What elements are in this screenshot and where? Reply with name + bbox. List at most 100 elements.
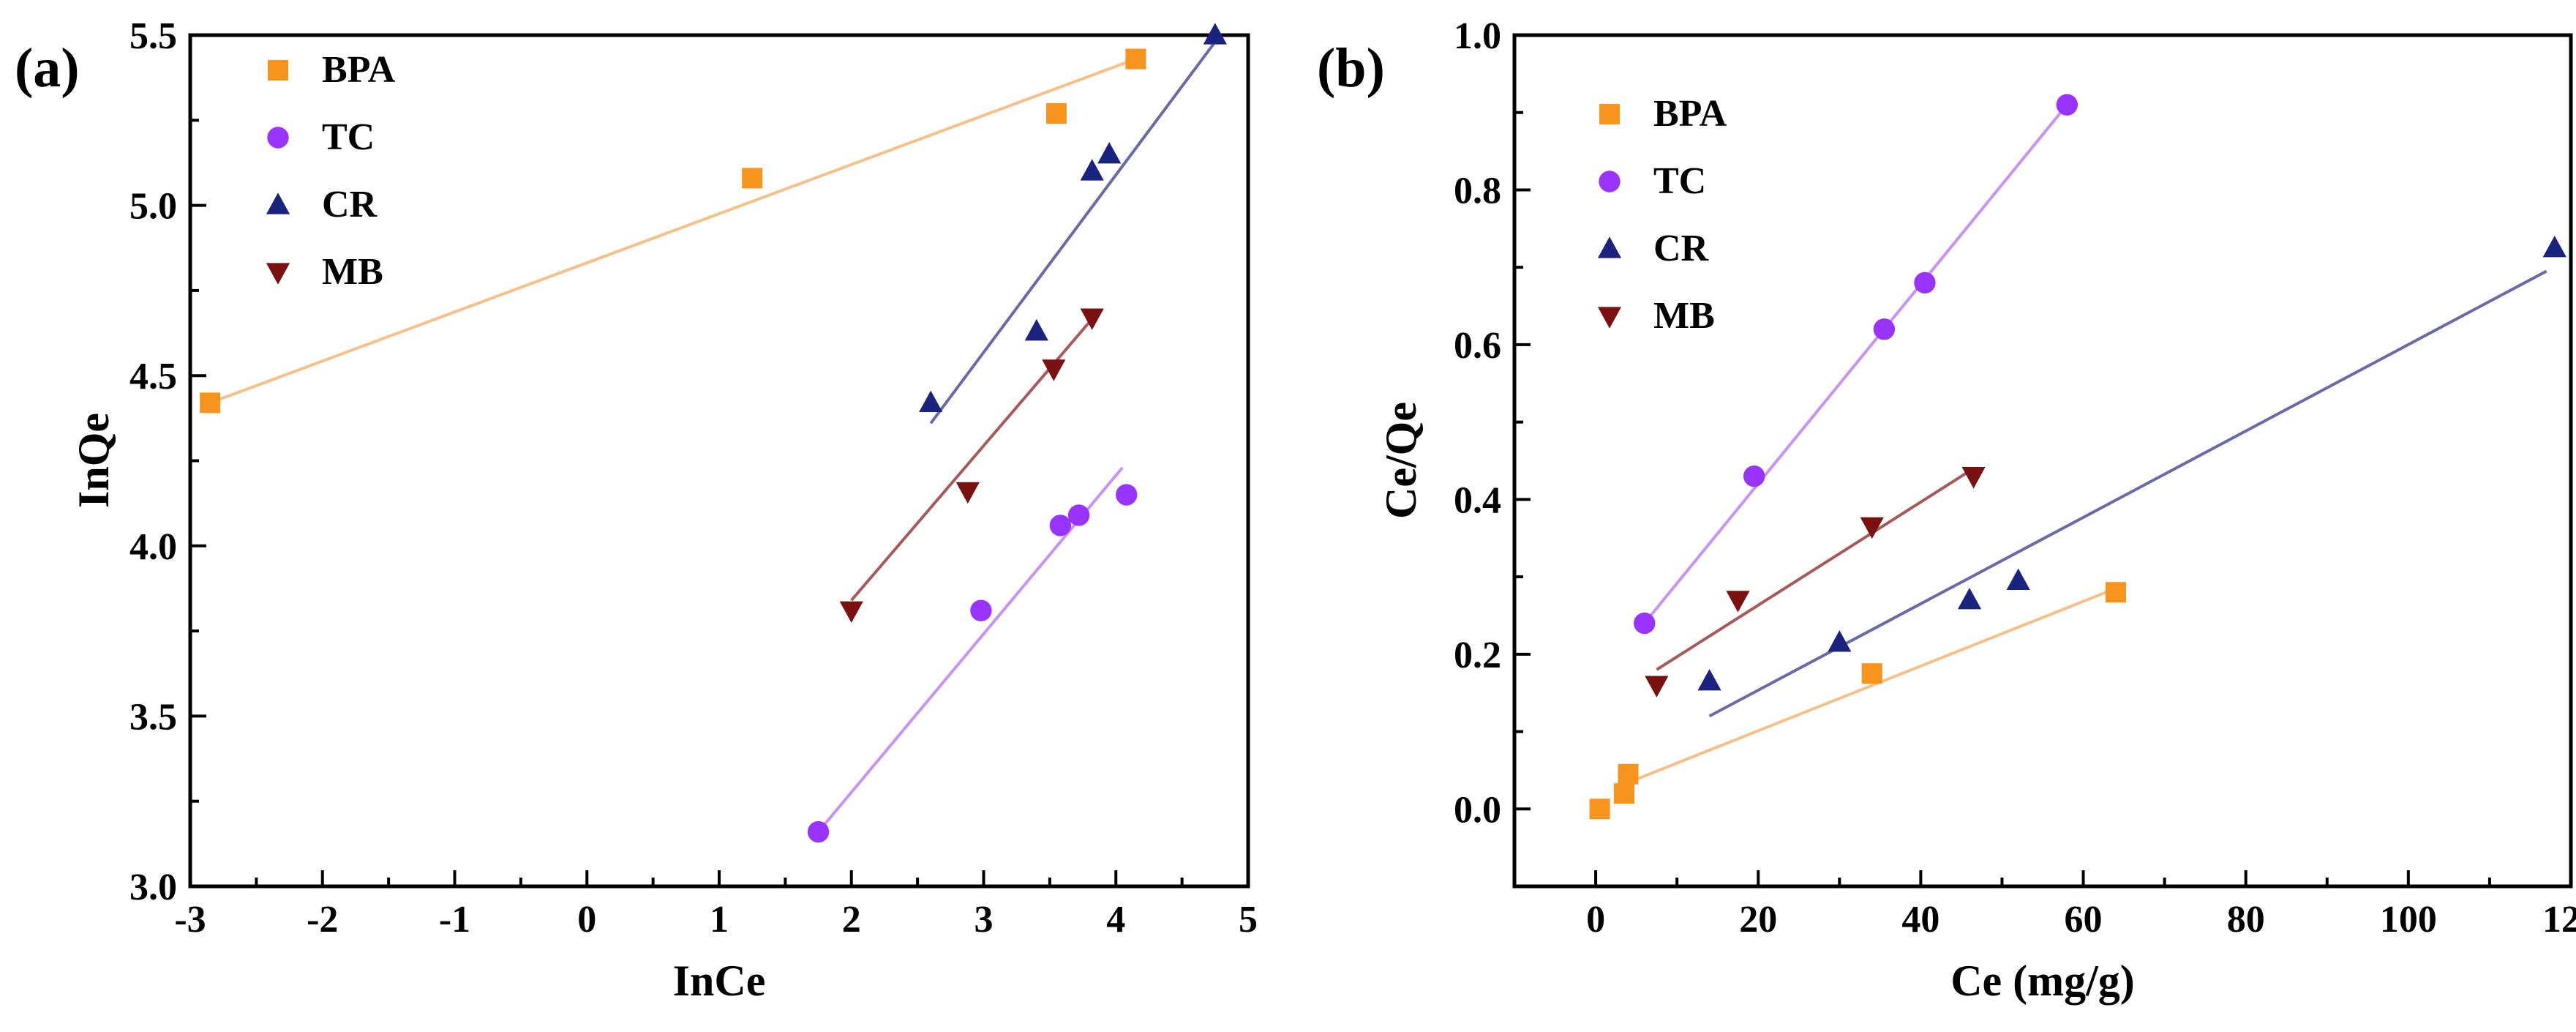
tc-fit-line bbox=[817, 466, 1124, 833]
x-tick-label: 4 bbox=[1106, 899, 1125, 941]
panel-b-plot-frame bbox=[1512, 33, 2573, 889]
mb-point bbox=[1042, 359, 1066, 381]
panel-a-y-axis-title: InQe bbox=[70, 413, 118, 508]
mb-point bbox=[1645, 676, 1669, 698]
y-tick-label: 5.0 bbox=[129, 186, 177, 228]
panel-a-fit-lines bbox=[209, 41, 1217, 833]
panel-b-x-tick-labels: 0 20 40 60 80 100 120 bbox=[1586, 899, 2576, 941]
bpa-fit-line bbox=[1619, 587, 2117, 788]
panel-a-x-tick-labels: -3 -2 -1 0 1 2 3 4 5 bbox=[174, 899, 1258, 941]
bpa-point bbox=[742, 168, 763, 189]
cr-point bbox=[1957, 588, 1982, 610]
bpa-point bbox=[1125, 48, 1146, 70]
tc-point bbox=[807, 820, 830, 843]
cr-point bbox=[1080, 159, 1104, 181]
panel-a-y-tick-labels: 3.0 3.5 4.0 4.5 5.0 5.5 bbox=[129, 15, 177, 908]
bpa-point bbox=[1613, 783, 1634, 804]
tc-point bbox=[970, 599, 992, 621]
cr-point bbox=[1203, 23, 1227, 45]
panel-b-y-tick-labels: 0.0 0.2 0.4 0.6 0.8 1.0 bbox=[1454, 15, 1501, 831]
mb-legend-marker bbox=[1597, 307, 1622, 329]
mb-point bbox=[1726, 591, 1750, 613]
tc-legend-marker bbox=[1599, 171, 1621, 192]
y-tick-label: 5.5 bbox=[129, 15, 177, 57]
panel-a-legend: BPA TC CR MB bbox=[266, 49, 396, 293]
x-tick-label: 0 bbox=[577, 899, 596, 941]
mb-fit-line bbox=[1656, 467, 1975, 671]
bpa-legend-label: BPA bbox=[322, 49, 396, 91]
bpa-legend-marker bbox=[1599, 104, 1620, 124]
panel-b-ticks bbox=[1514, 34, 2572, 886]
bpa-fit-line bbox=[209, 57, 1137, 405]
tc-point bbox=[1873, 318, 1896, 340]
tc-legend-marker bbox=[267, 127, 289, 149]
tc-point bbox=[1634, 612, 1656, 635]
cr-legend-label: CR bbox=[322, 184, 378, 225]
bpa-point bbox=[1045, 102, 1067, 124]
x-tick-label: 20 bbox=[1739, 899, 1777, 941]
x-tick-label: 100 bbox=[2380, 899, 2437, 941]
panel-b-data-points bbox=[1589, 94, 2566, 820]
tc-point bbox=[1914, 272, 1936, 294]
mb-point bbox=[955, 482, 980, 504]
bpa-point bbox=[1861, 663, 1882, 684]
cr-legend-label: CR bbox=[1653, 228, 1710, 269]
y-tick-label: 0.2 bbox=[1454, 635, 1501, 676]
panel-a-data-points bbox=[200, 23, 1227, 843]
y-tick-label: 3.5 bbox=[129, 696, 177, 738]
bpa-legend-label: BPA bbox=[1653, 93, 1727, 135]
cr-point bbox=[919, 390, 943, 413]
x-tick-label: 2 bbox=[842, 899, 861, 941]
mb-legend-label: MB bbox=[1653, 295, 1715, 337]
cr-fit-line bbox=[1708, 269, 2547, 718]
x-tick-label: 0 bbox=[1586, 899, 1605, 941]
bpa-point bbox=[200, 392, 221, 414]
tc-point bbox=[1116, 484, 1138, 506]
cr-point bbox=[1097, 142, 1122, 164]
panel-a: (a) -3 -2 -1 0 1 2 3 4 5 3.0 3.5 4.0 4.5 5.0 5.5 BPA T… bbox=[15, 15, 1258, 1005]
bpa-point bbox=[1618, 763, 1639, 785]
x-tick-label: -2 bbox=[307, 899, 338, 941]
y-tick-label: 1.0 bbox=[1454, 15, 1501, 57]
tc-legend-label: TC bbox=[1653, 160, 1706, 202]
mb-point bbox=[1080, 308, 1104, 330]
cr-point bbox=[1024, 318, 1048, 341]
mb-point bbox=[1961, 467, 1986, 489]
x-tick-label: 1 bbox=[710, 899, 729, 941]
tc-point bbox=[1067, 504, 1090, 526]
mb-point bbox=[839, 601, 863, 623]
panel-a-label: (a) bbox=[15, 37, 80, 99]
mb-legend-label: MB bbox=[322, 251, 383, 293]
panel-a-plot-frame bbox=[188, 33, 1250, 889]
tc-point bbox=[1743, 465, 1765, 487]
bpa-point bbox=[2105, 582, 2126, 603]
panel-a-ticks bbox=[189, 34, 1250, 888]
cr-point bbox=[2542, 235, 2566, 258]
y-tick-label: 0.0 bbox=[1454, 789, 1501, 831]
panel-b: (b) 0 20 40 60 80 100 120 0.0 0.2 0.4 0.6 0.8 1.0 B… bbox=[1317, 15, 2576, 1005]
y-tick-label: 4.5 bbox=[129, 356, 177, 397]
panel-b-fit-lines bbox=[1619, 103, 2547, 788]
cr-point bbox=[1697, 669, 1721, 691]
cr-point bbox=[2006, 568, 2030, 590]
cr-fit-line bbox=[929, 41, 1217, 425]
panel-b-legend: BPA TC CR MB bbox=[1597, 93, 1727, 337]
bpa-point bbox=[1589, 799, 1610, 820]
mb-fit-line bbox=[850, 313, 1097, 602]
x-tick-label: -3 bbox=[174, 899, 206, 941]
x-tick-label: 3 bbox=[975, 899, 994, 941]
y-tick-label: 3.0 bbox=[129, 867, 177, 908]
cr-point bbox=[1828, 630, 1852, 652]
bpa-legend-marker bbox=[268, 60, 288, 81]
x-tick-label: -1 bbox=[439, 899, 470, 941]
tc-legend-label: TC bbox=[322, 116, 375, 158]
panel-b-x-axis-title: Ce (mg/g) bbox=[1950, 957, 2135, 1005]
panel-a-x-axis-title: InCe bbox=[673, 957, 766, 1005]
cr-legend-marker bbox=[266, 192, 290, 214]
y-tick-label: 4.0 bbox=[129, 526, 177, 568]
x-tick-label: 80 bbox=[2227, 899, 2265, 941]
cr-legend-marker bbox=[1597, 236, 1622, 258]
panel-b-label: (b) bbox=[1317, 37, 1385, 99]
x-tick-label: 60 bbox=[2065, 899, 2103, 941]
